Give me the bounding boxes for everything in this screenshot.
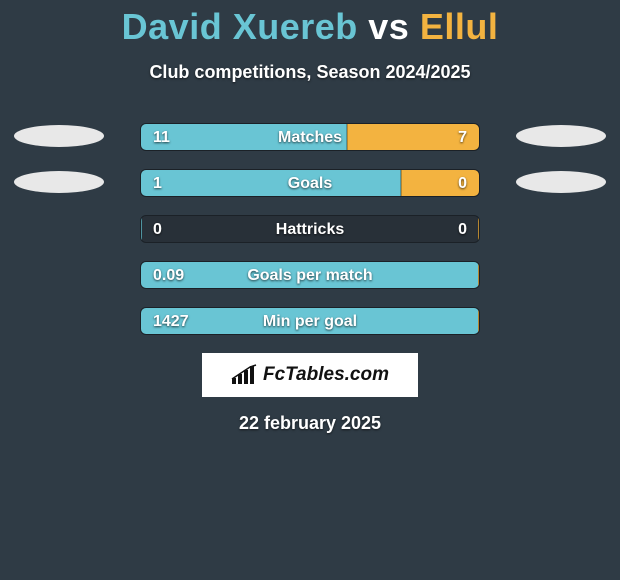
stat-label: Goals [288, 170, 332, 197]
stat-row: 11 Matches 7 [0, 123, 620, 151]
bar-fill-right [401, 170, 479, 196]
subtitle: Club competitions, Season 2024/2025 [0, 62, 620, 83]
stat-value-left: 11 [153, 124, 170, 151]
avatar-left [14, 171, 104, 193]
stat-value-right: 0 [458, 216, 467, 243]
bar-fill-right [478, 308, 479, 334]
bar-track: 1427 Min per goal [140, 307, 480, 335]
avatar-right [516, 125, 606, 147]
stat-value-left: 0.09 [153, 262, 184, 289]
title: David Xuereb vs Ellul [0, 0, 620, 48]
date: 22 february 2025 [0, 413, 620, 434]
stat-row: 0.09 Goals per match [0, 261, 620, 289]
comparison-card: David Xuereb vs Ellul Club competitions,… [0, 0, 620, 580]
bar-fill-left [141, 170, 401, 196]
stat-value-left: 1427 [153, 308, 189, 335]
player1-name: David Xuereb [122, 6, 358, 47]
stat-label: Matches [278, 124, 342, 151]
bar-track: 0.09 Goals per match [140, 261, 480, 289]
bars-icon [231, 364, 257, 386]
stat-value-right: 0 [458, 170, 467, 197]
vs-word: vs [368, 6, 409, 47]
logo-text: FcTables.com [263, 364, 389, 386]
player2-name: Ellul [420, 6, 499, 47]
bar-track: 11 Matches 7 [140, 123, 480, 151]
stat-value-left: 0 [153, 216, 162, 243]
stat-label: Goals per match [247, 262, 372, 289]
bar-track: 1 Goals 0 [140, 169, 480, 197]
logo-box: FcTables.com [202, 353, 418, 397]
bar-fill-left [141, 216, 142, 242]
stat-value-right: 7 [458, 124, 467, 151]
stat-value-left: 1 [153, 170, 162, 197]
stat-row: 1 Goals 0 [0, 169, 620, 197]
avatar-right [516, 171, 606, 193]
bar-fill-right [478, 262, 479, 288]
bar-track: 0 Hattricks 0 [140, 215, 480, 243]
stat-row: 0 Hattricks 0 [0, 215, 620, 243]
stat-label: Min per goal [263, 308, 357, 335]
stat-label: Hattricks [276, 216, 344, 243]
stats-rows: 11 Matches 7 1 Goals 0 0 Hattricks 0 0.09 Goals pe… [0, 123, 620, 335]
avatar-left [14, 125, 104, 147]
bar-fill-right [478, 216, 479, 242]
stat-row: 1427 Min per goal [0, 307, 620, 335]
